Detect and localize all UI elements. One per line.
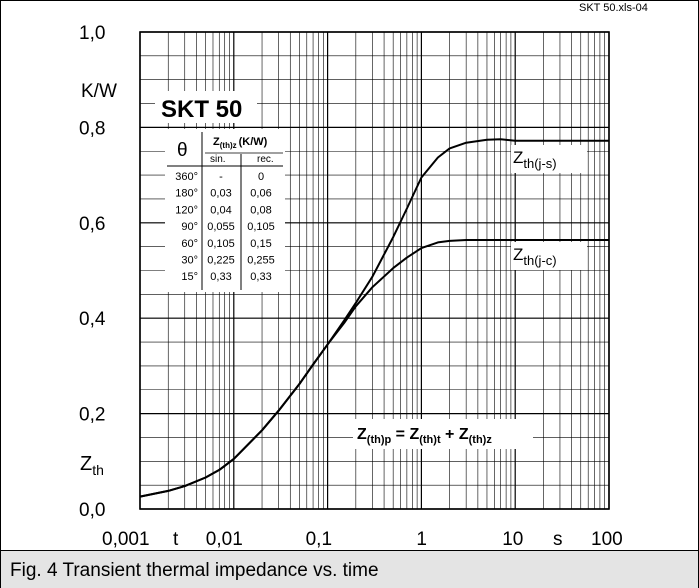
curve-label-th(j-s): Zth(j-s): [513, 148, 557, 171]
table-col-sin: sin.: [210, 154, 226, 165]
zth-table: θ Z(th)z (K/W) sin. rec. 360° - 0 180° 0,03 0,…: [165, 129, 285, 292]
x-tick-label: 0,001: [102, 529, 150, 550]
x-tick-label: 100: [591, 529, 623, 550]
series-line-th(j-c): [139, 239, 609, 498]
table-cell-angle: 120°: [175, 204, 198, 216]
y-tick-label: 0,6: [79, 214, 105, 235]
table-cell-rec: 0,15: [250, 238, 271, 250]
curve-label-bg: [511, 242, 587, 270]
chart-title: SKT 50: [161, 96, 242, 123]
table-cell-sin: 0,225: [207, 255, 235, 267]
table-cell-angle: 90°: [181, 221, 198, 233]
y-axis-label: Zth: [80, 453, 104, 478]
table-cell-angle: 360°: [175, 171, 198, 183]
y-axis-unit: K/W: [81, 81, 117, 102]
curve-label-bg: [511, 145, 587, 173]
table-cell-rec: 0: [258, 171, 264, 183]
x-axis-unit: s: [553, 529, 563, 550]
curves: [139, 138, 609, 498]
table-header: Z(th)z (K/W): [213, 136, 268, 150]
table-cell-angle: 30°: [181, 255, 198, 267]
table-cell-angle: 15°: [181, 271, 198, 283]
table-cell-rec: 0,255: [247, 255, 275, 267]
y-tick-labels: 0,0 0,2 0,4 0,6 0,8 1,0: [79, 23, 106, 521]
plot-border: [139, 31, 610, 510]
table-cell-rec: 0,105: [247, 221, 275, 233]
title-box: [155, 91, 257, 123]
table-theta: θ: [177, 140, 188, 161]
table-cell-rec: 0,06: [250, 188, 271, 200]
y-tick-label: 0,2: [79, 405, 105, 426]
x-tick-label: 10: [502, 529, 523, 550]
x-tick-labels: 0,001 0,01 0,1 1 10 100: [102, 529, 623, 550]
source-tag: SKT 50.xls-04: [579, 2, 648, 14]
table-cell-sin: 0,03: [210, 188, 231, 200]
table-cell-angle: 180°: [175, 188, 198, 200]
equation-annotation: Z(th)p = Z(th)t + Z(th)z: [353, 419, 533, 449]
table-cell-rec: 0,08: [250, 204, 271, 216]
figure-caption: Fig. 4 Transient thermal impedance vs. t…: [10, 560, 379, 581]
x-tick-label: 0,1: [306, 529, 332, 550]
x-axis-label: t: [173, 529, 179, 550]
x-tick-label: 1: [416, 529, 427, 550]
curve-labels: Zth(j-s) Zth(j-c): [511, 145, 587, 270]
table-cell-sin: 0,04: [210, 204, 231, 216]
table-col-rec: rec.: [257, 154, 274, 165]
table-cell-sin: 0,33: [210, 271, 231, 283]
y-tick-label: 0,4: [79, 309, 106, 330]
table-cell-angle: 60°: [181, 238, 198, 250]
y-tick-label: 1,0: [79, 23, 105, 44]
transient-impedance-chart: Zth(j-s) Zth(j-c) 0,0 0,2 0,4 0,6 0,8 1,0 0,00…: [79, 2, 648, 550]
table-cell-sin: -: [219, 171, 223, 183]
x-tick-label: 0,01: [206, 529, 243, 550]
curve-label-th(j-c): Zth(j-c): [513, 245, 557, 268]
svg-text:Z(th)p = Z(th)t + Z(th)z: Z(th)p = Z(th)t + Z(th)z: [357, 426, 492, 446]
table-cell-sin: 0,055: [207, 221, 235, 233]
table-cell-rec: 0,33: [250, 271, 271, 283]
y-tick-label: 0,0: [79, 500, 105, 521]
y-tick-label: 0,8: [79, 118, 105, 139]
table-rows: 360° - 0 180° 0,03 0,06 120° 0,04 0,08 90° 0,055 0,…: [175, 171, 275, 283]
caption-bar: Fig. 4 Transient thermal impedance vs. t…: [1, 550, 698, 588]
table-cell-sin: 0,105: [207, 238, 235, 250]
